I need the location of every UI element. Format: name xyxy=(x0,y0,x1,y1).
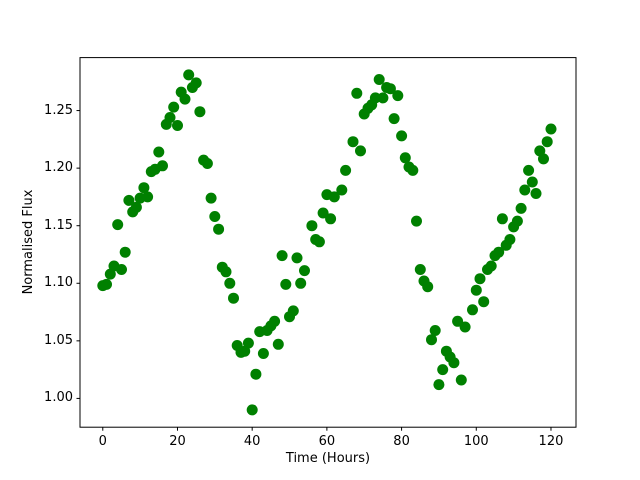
data-point xyxy=(467,304,478,316)
data-point xyxy=(194,106,206,118)
data-point xyxy=(538,153,549,165)
data-point xyxy=(437,364,449,376)
data-point xyxy=(119,246,131,258)
data-point xyxy=(351,87,363,99)
data-point xyxy=(130,201,142,213)
data-point xyxy=(291,252,303,264)
data-point xyxy=(448,357,460,369)
y-tick-label: 1.25 xyxy=(44,102,73,118)
data-point xyxy=(213,223,225,235)
data-point xyxy=(429,325,441,336)
data-point xyxy=(116,264,127,275)
data-point xyxy=(164,112,176,123)
data-point xyxy=(399,152,411,164)
data-point xyxy=(504,234,516,245)
data-point xyxy=(325,213,337,225)
data-point xyxy=(478,296,490,308)
data-point xyxy=(355,145,366,157)
axes-frame xyxy=(79,57,577,428)
data-point xyxy=(433,379,445,391)
data-point xyxy=(317,207,329,219)
data-point xyxy=(183,69,195,81)
data-point xyxy=(205,192,217,204)
data-point xyxy=(172,120,183,131)
data-point xyxy=(179,93,191,105)
data-point xyxy=(523,164,535,176)
data-point xyxy=(328,191,340,203)
data-point xyxy=(530,188,542,199)
data-point xyxy=(426,334,437,346)
data-point xyxy=(157,160,168,172)
y-tick-label: 1.05 xyxy=(44,332,73,348)
data-point xyxy=(313,236,325,248)
data-point xyxy=(414,264,426,275)
data-point xyxy=(373,74,385,85)
y-tick-label: 1.00 xyxy=(44,390,73,406)
data-point xyxy=(142,191,154,203)
data-point xyxy=(123,194,135,206)
data-point xyxy=(347,136,359,148)
data-point xyxy=(541,136,553,148)
data-point xyxy=(306,220,318,232)
y-tick-label: 1.20 xyxy=(44,160,73,176)
data-point xyxy=(224,277,236,289)
data-point xyxy=(201,158,213,169)
data-point xyxy=(407,164,419,176)
data-point xyxy=(511,215,523,227)
data-point xyxy=(384,83,396,95)
data-point xyxy=(340,164,352,176)
data-point xyxy=(295,277,307,289)
data-point xyxy=(138,182,150,194)
x-axis-label: Time (Hours) xyxy=(285,451,371,466)
data-point xyxy=(228,292,239,304)
data-point xyxy=(493,246,505,258)
data-point xyxy=(336,184,348,196)
data-point xyxy=(153,146,165,158)
data-point xyxy=(112,219,124,231)
x-tick-label: 0 xyxy=(98,434,107,450)
data-point xyxy=(485,260,497,272)
data-point xyxy=(377,92,389,104)
y-tick-label: 1.15 xyxy=(44,217,73,233)
data-point xyxy=(246,404,258,416)
data-point xyxy=(388,113,400,125)
x-tick-label: 60 xyxy=(318,434,336,450)
data-point xyxy=(526,176,538,188)
data-point xyxy=(496,213,508,225)
x-tick-label: 120 xyxy=(538,434,564,450)
data-point xyxy=(545,123,557,135)
data-point xyxy=(422,281,434,293)
data-point xyxy=(101,278,112,290)
data-point xyxy=(209,211,221,222)
x-tick-label: 40 xyxy=(243,434,261,450)
data-point xyxy=(272,338,284,350)
data-point xyxy=(276,250,288,262)
data-point xyxy=(396,130,408,142)
data-point xyxy=(287,305,299,317)
data-point xyxy=(455,374,467,386)
data-point xyxy=(168,101,180,113)
data-point xyxy=(220,266,232,278)
data-point xyxy=(250,368,262,380)
data-point xyxy=(519,184,531,196)
data-point xyxy=(515,202,527,214)
data-point xyxy=(242,337,254,349)
data-point xyxy=(474,273,486,285)
data-point xyxy=(470,284,482,296)
data-point xyxy=(299,265,310,277)
x-tick-label: 100 xyxy=(463,434,489,450)
data-point xyxy=(280,278,292,290)
x-tick-label: 80 xyxy=(393,434,410,450)
data-point xyxy=(452,315,464,327)
data-point xyxy=(411,215,422,227)
data-point xyxy=(269,315,281,327)
data-point xyxy=(459,321,471,333)
y-tick-label: 1.10 xyxy=(44,275,73,291)
data-point xyxy=(257,348,269,359)
data-point xyxy=(392,90,404,102)
x-tick-label: 20 xyxy=(169,434,186,450)
data-point xyxy=(190,77,202,89)
